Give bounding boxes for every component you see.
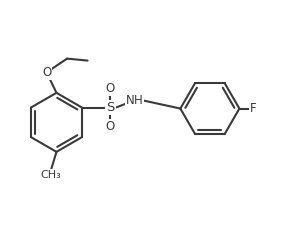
Text: N: N <box>126 94 134 107</box>
Text: O: O <box>42 66 51 79</box>
Text: O: O <box>106 120 115 133</box>
Text: F: F <box>250 102 257 115</box>
Text: H: H <box>134 94 143 107</box>
Text: O: O <box>106 82 115 95</box>
Text: CH₃: CH₃ <box>40 170 61 180</box>
Text: S: S <box>106 101 114 114</box>
